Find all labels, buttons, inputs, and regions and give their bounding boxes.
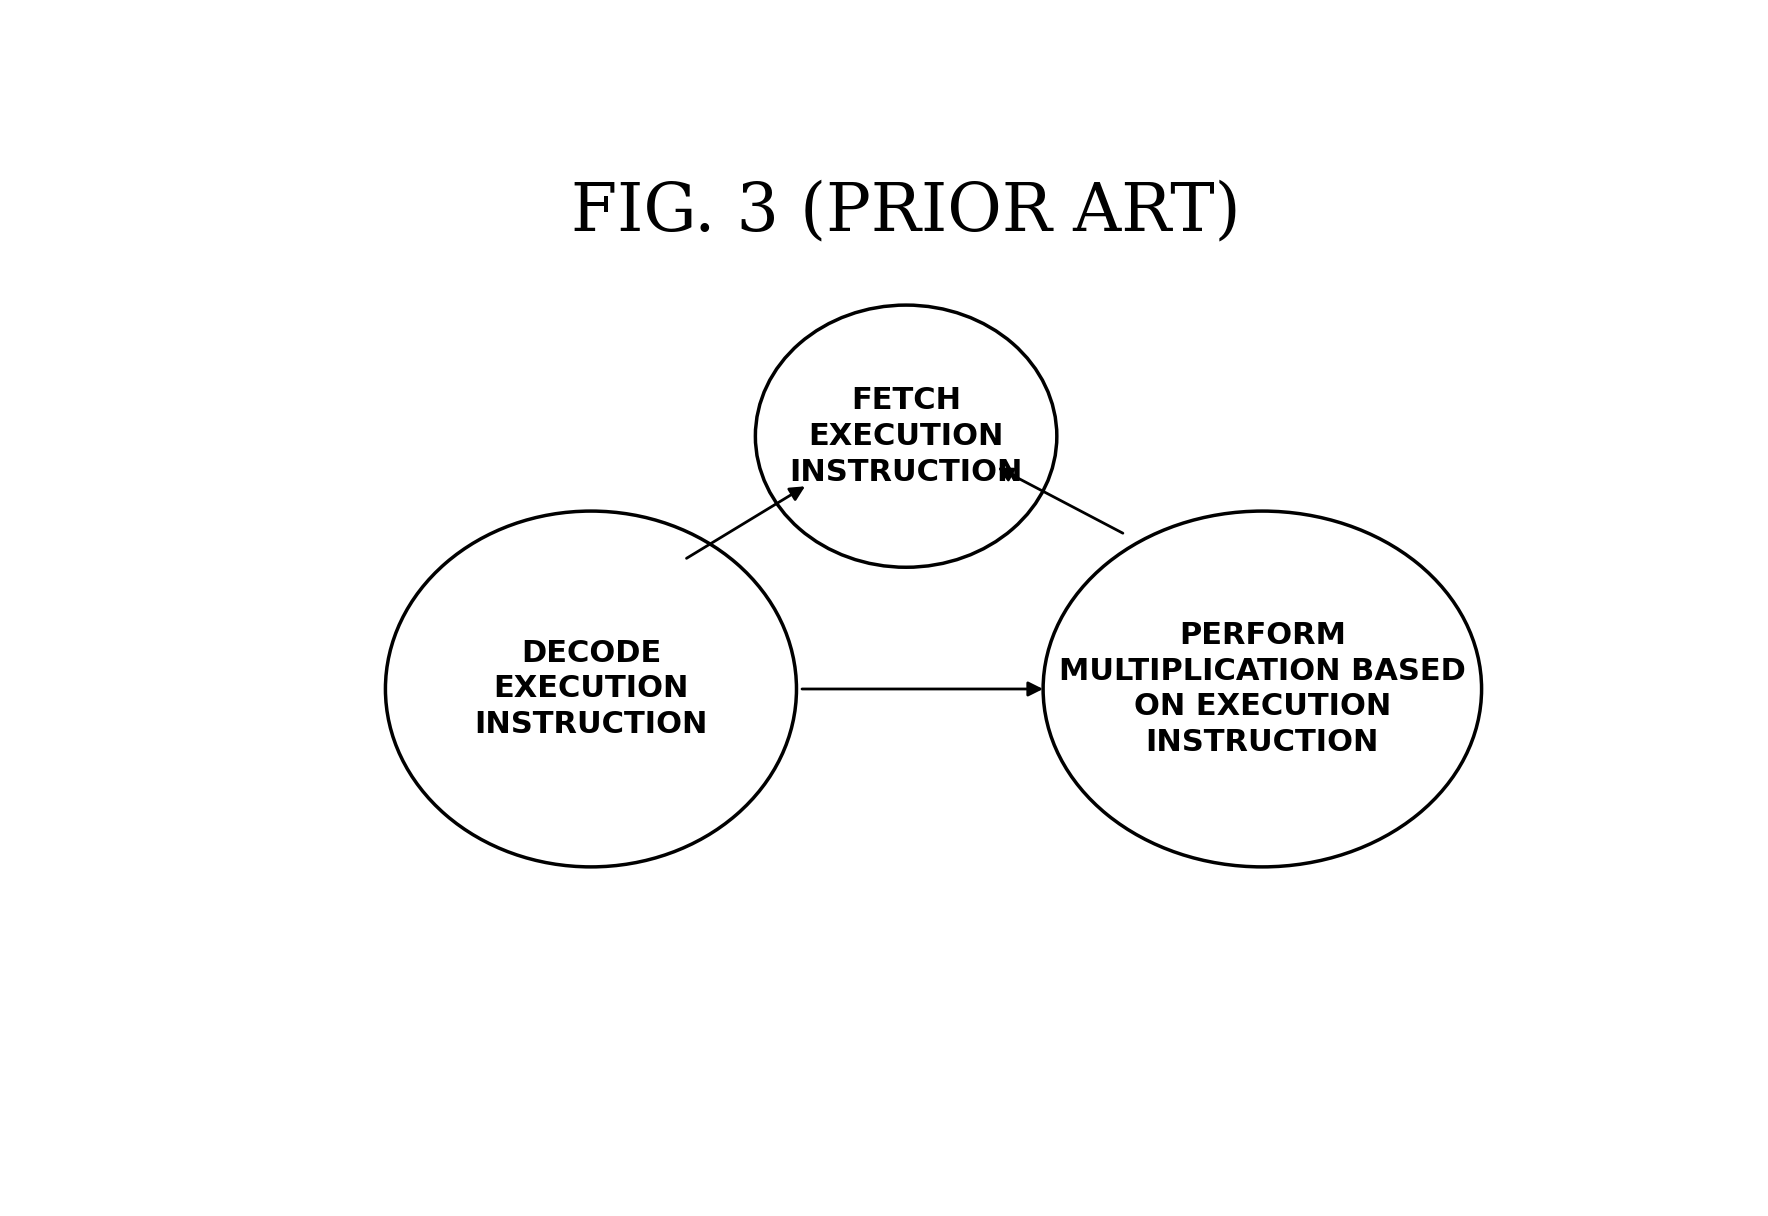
Text: DECODE
EXECUTION
INSTRUCTION: DECODE EXECUTION INSTRUCTION — [474, 638, 707, 739]
Ellipse shape — [385, 511, 797, 867]
Ellipse shape — [1043, 511, 1482, 867]
Ellipse shape — [755, 305, 1057, 568]
Text: PERFORM
MULTIPLICATION BASED
ON EXECUTION
INSTRUCTION: PERFORM MULTIPLICATION BASED ON EXECUTIO… — [1059, 620, 1466, 758]
Text: FETCH
EXECUTION
INSTRUCTION: FETCH EXECUTION INSTRUCTION — [790, 385, 1022, 486]
Text: FIG. 3 (PRIOR ART): FIG. 3 (PRIOR ART) — [571, 179, 1241, 244]
